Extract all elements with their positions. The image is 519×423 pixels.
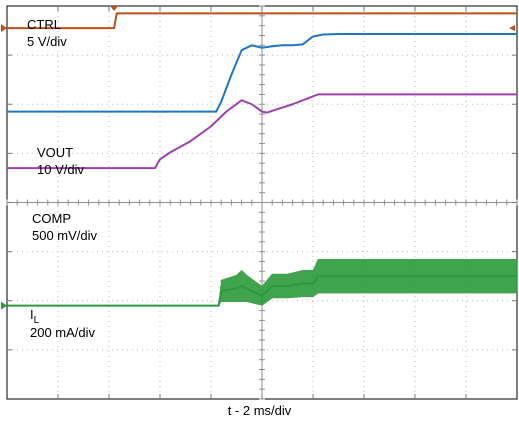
trace-vout [7,33,517,113]
il-scale-label: 200 mA/div [30,325,96,340]
il-label-main: I [30,307,34,322]
il-label-subscript: L [34,315,40,326]
trace-il-line [7,275,517,307]
traces [7,12,518,307]
trigger-level-marker [509,25,515,32]
ctrl-channel-marker [1,24,7,33]
ctrl-scale-label: 5 V/div [27,34,67,49]
il-channel-marker [1,301,7,310]
vout-scale-label: 10 V/div [37,162,84,177]
trigger-position-marker [110,6,119,11]
ctrl-label: CTRL [27,17,61,32]
vout-label: VOUT [37,145,73,160]
trace-comp [7,93,517,170]
trace-il [7,258,518,307]
x-axis-label: t - 2 ms/div [227,403,292,418]
trace-ctrl [7,12,517,30]
il-label: IL [30,307,40,326]
comp-label: COMP [32,211,71,226]
grid [6,5,518,400]
comp-scale-label: 500 mV/div [32,228,98,243]
